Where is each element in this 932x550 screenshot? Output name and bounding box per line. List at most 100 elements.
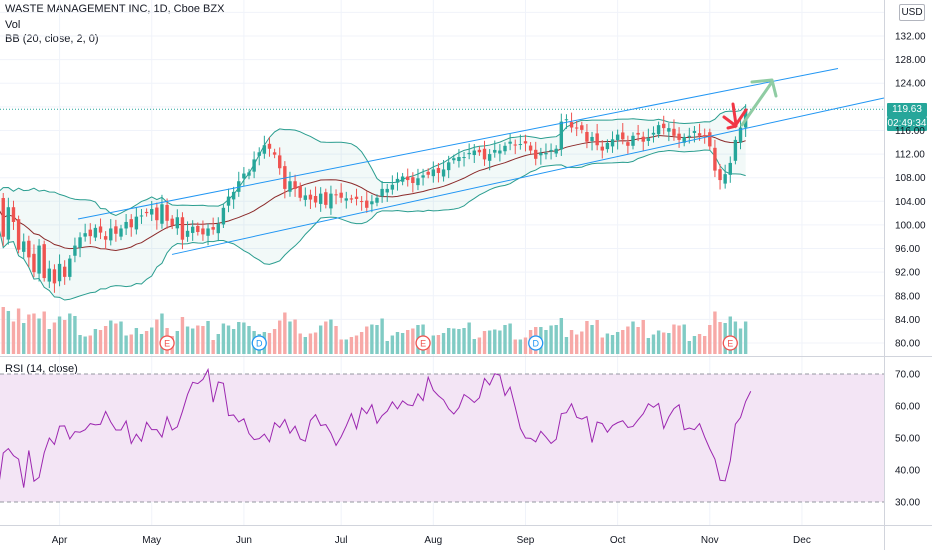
candle-body [564, 119, 569, 121]
volume-bar [667, 333, 671, 354]
candle-body [636, 132, 640, 135]
volume-bar [503, 325, 507, 354]
volume-bar [359, 332, 364, 354]
volume-bar [569, 330, 574, 354]
time-tick-label: Sep [517, 535, 535, 546]
candle-body [574, 127, 579, 129]
volume-bar [313, 332, 318, 354]
volume-bar [672, 324, 676, 354]
volume-bar [175, 331, 180, 354]
candle-body [262, 145, 267, 154]
candle-body [518, 144, 523, 146]
candle-body [697, 133, 702, 136]
candle-body [544, 152, 548, 155]
earnings-marker[interactable] [415, 335, 431, 351]
bollinger-lower [0, 149, 746, 301]
candle-body [390, 184, 395, 190]
green-arrow-head [750, 78, 778, 98]
candle-body [672, 128, 676, 136]
volume-bar [42, 311, 46, 354]
volume-bar [293, 319, 297, 354]
candle-body [446, 162, 451, 171]
candle-body [211, 227, 215, 230]
candle-body [344, 198, 348, 201]
volume-bar [88, 335, 92, 354]
volume-bar [400, 333, 405, 354]
candle-body [175, 217, 180, 229]
price-tick-label: 108.00 [895, 173, 926, 184]
volume-bar [615, 332, 620, 354]
volume-bar [62, 320, 67, 354]
price-tick-label: 80.00 [895, 339, 920, 350]
volume-bar [580, 331, 584, 354]
volume-bar [621, 330, 625, 354]
candle-body [221, 207, 226, 225]
candle-body [109, 228, 113, 241]
dividend-marker[interactable] [528, 335, 544, 351]
candle-body [487, 154, 492, 161]
channel-lower-line [171, 97, 885, 255]
volume-bar [610, 335, 615, 354]
candle-body [267, 143, 272, 149]
rsi-tick-label: 60.00 [895, 402, 920, 413]
candle-body [441, 169, 446, 177]
volume-bar [446, 328, 451, 354]
candle-body [375, 197, 379, 203]
earnings-marker[interactable] [722, 335, 738, 351]
candle-body [682, 136, 686, 143]
volume-bar [267, 333, 272, 354]
volume-bar [242, 322, 246, 354]
time-tick-label: Apr [52, 535, 68, 546]
volume-bar [595, 320, 599, 354]
volume-bar [211, 340, 215, 354]
currency-label[interactable]: USD [899, 4, 925, 21]
candle-body [32, 253, 36, 273]
volume-bar [564, 337, 569, 354]
volume-bar [728, 316, 732, 354]
candle-body [57, 263, 62, 282]
candle-body [42, 244, 46, 279]
time-tick-label: Aug [424, 535, 442, 546]
candle-body [472, 150, 476, 156]
candle-body [349, 198, 354, 200]
volume-bar [708, 325, 712, 354]
candle-body [11, 207, 16, 222]
channel-upper-line [77, 67, 839, 220]
volume-bar [498, 330, 502, 354]
volume-bar [57, 316, 62, 354]
volume-bar [743, 321, 748, 354]
volume-legend[interactable]: Vol [5, 19, 21, 31]
volume-bar [574, 334, 579, 354]
dividend-marker[interactable] [251, 335, 267, 351]
candle-body [16, 219, 21, 250]
candle-body [508, 141, 512, 144]
volume-bar [390, 335, 395, 354]
candle-body [462, 157, 466, 159]
candle-body [580, 125, 584, 130]
volume-bar [554, 325, 558, 354]
candle-body [68, 258, 72, 277]
candle-body [406, 176, 410, 181]
price-tick-label: 116.00 [895, 126, 925, 137]
marker-label: E [727, 339, 733, 349]
volume-bar [349, 337, 354, 354]
candle-body [1, 198, 5, 237]
volume-bar [549, 325, 553, 354]
price-tick-label: 112.00 [895, 150, 925, 161]
candle-body [559, 121, 564, 150]
candle-body [554, 148, 558, 154]
candle-body [190, 226, 195, 233]
candle-body [324, 192, 328, 205]
volume-bar [457, 329, 461, 354]
time-tick-label: Jul [335, 535, 348, 546]
candle-body [83, 233, 87, 237]
candle-body [247, 172, 251, 176]
earnings-marker[interactable] [159, 335, 175, 351]
volume-bar [190, 328, 195, 354]
volume-bar [713, 311, 717, 354]
volume-bar [354, 335, 359, 354]
candle-body [231, 191, 236, 200]
candle-body [723, 174, 727, 184]
candle-body [196, 225, 200, 233]
